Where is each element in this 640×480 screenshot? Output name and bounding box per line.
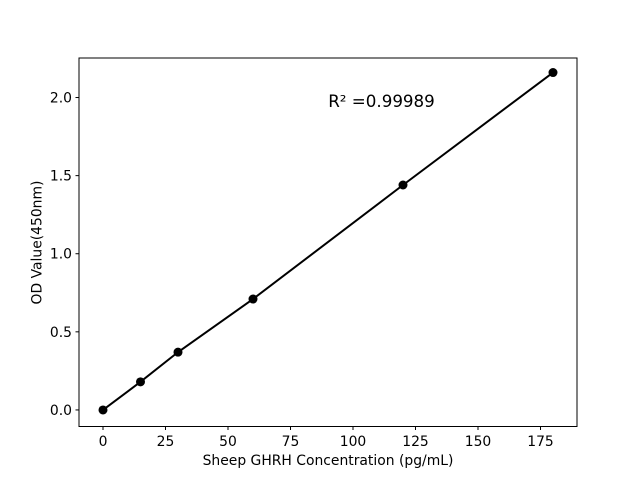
data-point xyxy=(398,180,408,190)
y-tick-label: 0.0 xyxy=(50,403,72,419)
x-tick-label: 25 xyxy=(157,434,175,450)
data-point xyxy=(548,68,558,78)
y-tick-label: 1.5 xyxy=(50,169,72,185)
data-series xyxy=(98,68,558,415)
data-point xyxy=(173,347,183,357)
y-tick-label: 2.0 xyxy=(50,91,72,107)
y-tick-label: 1.0 xyxy=(50,247,72,263)
x-tick-label: 0 xyxy=(99,434,108,450)
plot-area xyxy=(78,57,578,427)
y-axis-ticks: 0.0 0.5 1.0 1.5 2.0 xyxy=(50,91,79,419)
y-tick-label: 0.5 xyxy=(50,325,72,341)
x-tick-label: 150 xyxy=(465,434,492,450)
x-axis-ticks: 0 25 50 75 100 125 150 175 xyxy=(99,426,554,450)
x-axis-label: Sheep GHRH Concentration (pg/mL) xyxy=(203,453,454,469)
data-point xyxy=(136,377,145,387)
data-point xyxy=(98,405,108,415)
x-tick-label: 100 xyxy=(340,434,367,450)
x-tick-label: 75 xyxy=(282,434,300,450)
x-tick-label: 125 xyxy=(402,434,429,450)
data-point xyxy=(248,294,258,304)
r-squared-annotation: R² =0.99989 xyxy=(328,91,435,111)
y-axis-label: OD Value(450nm) xyxy=(30,181,46,305)
x-tick-label: 50 xyxy=(219,434,237,450)
standard-curve-line xyxy=(102,71,554,411)
x-tick-label: 175 xyxy=(527,434,554,450)
